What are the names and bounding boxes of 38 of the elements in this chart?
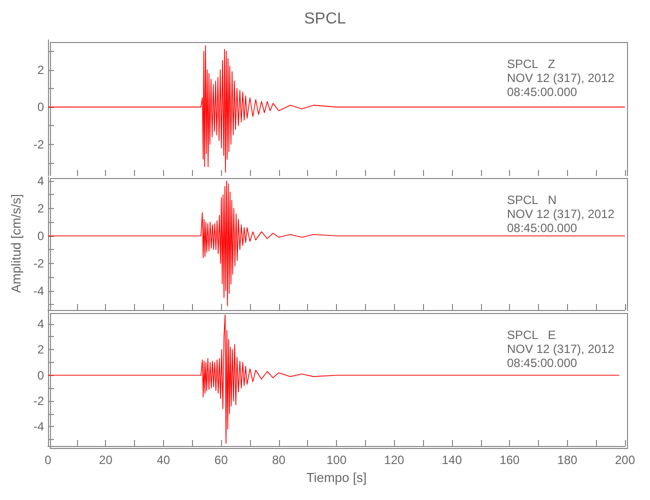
x-tick-label: 200 <box>614 453 636 467</box>
x-tick-label: 180 <box>557 453 578 467</box>
x-axis-title: Tiempo [s] <box>306 470 367 485</box>
chart-title: SPCL <box>304 10 346 28</box>
annotation: SPCL E <box>507 328 556 342</box>
y-tick-label: -4 <box>33 284 44 298</box>
x-tick-label: 120 <box>384 453 405 467</box>
y-tick-label: -2 <box>33 256 44 270</box>
x-tick-label: 140 <box>442 453 462 467</box>
annotation: NOV 12 (317), 2012 <box>507 71 615 85</box>
annotation: NOV 12 (317), 2012 <box>507 342 615 356</box>
x-tick-label: 80 <box>272 453 286 467</box>
x-tick-label: 60 <box>214 453 228 467</box>
y-axis-title: Amplitud [cm/s/s] <box>8 194 24 293</box>
x-tick-label: 100 <box>326 453 347 467</box>
y-tick-label: -2 <box>33 394 44 408</box>
annotation: NOV 12 (317), 2012 <box>507 207 615 221</box>
annotation: 08:45:00.000 <box>507 221 578 235</box>
y-tick-label: 2 <box>37 201 44 216</box>
y-tick-label: 0 <box>37 228 44 243</box>
line-series <box>48 45 626 173</box>
y-tick-label: 4 <box>37 316 44 331</box>
y-tick-label: -2 <box>33 137 44 152</box>
x-tick-label: 20 <box>99 453 113 467</box>
y-tick-label: 2 <box>37 62 44 77</box>
line-series <box>48 180 626 306</box>
x-tick-label: 160 <box>500 453 520 467</box>
y-tick-label: 0 <box>37 100 44 114</box>
annotation: SPCL N <box>507 193 557 207</box>
y-tick-label: 2 <box>37 342 44 357</box>
y-tick-label: 0 <box>37 368 44 382</box>
y-tick-label: -4 <box>33 420 44 434</box>
annotation: 08:45:00.000 <box>507 85 578 99</box>
x-tick-label: 40 <box>156 453 170 467</box>
annotation: SPCL Z <box>507 57 556 71</box>
y-tick-label: 4 <box>37 174 44 188</box>
line-series <box>48 314 620 444</box>
annotation: 08:45:00.000 <box>507 356 578 370</box>
